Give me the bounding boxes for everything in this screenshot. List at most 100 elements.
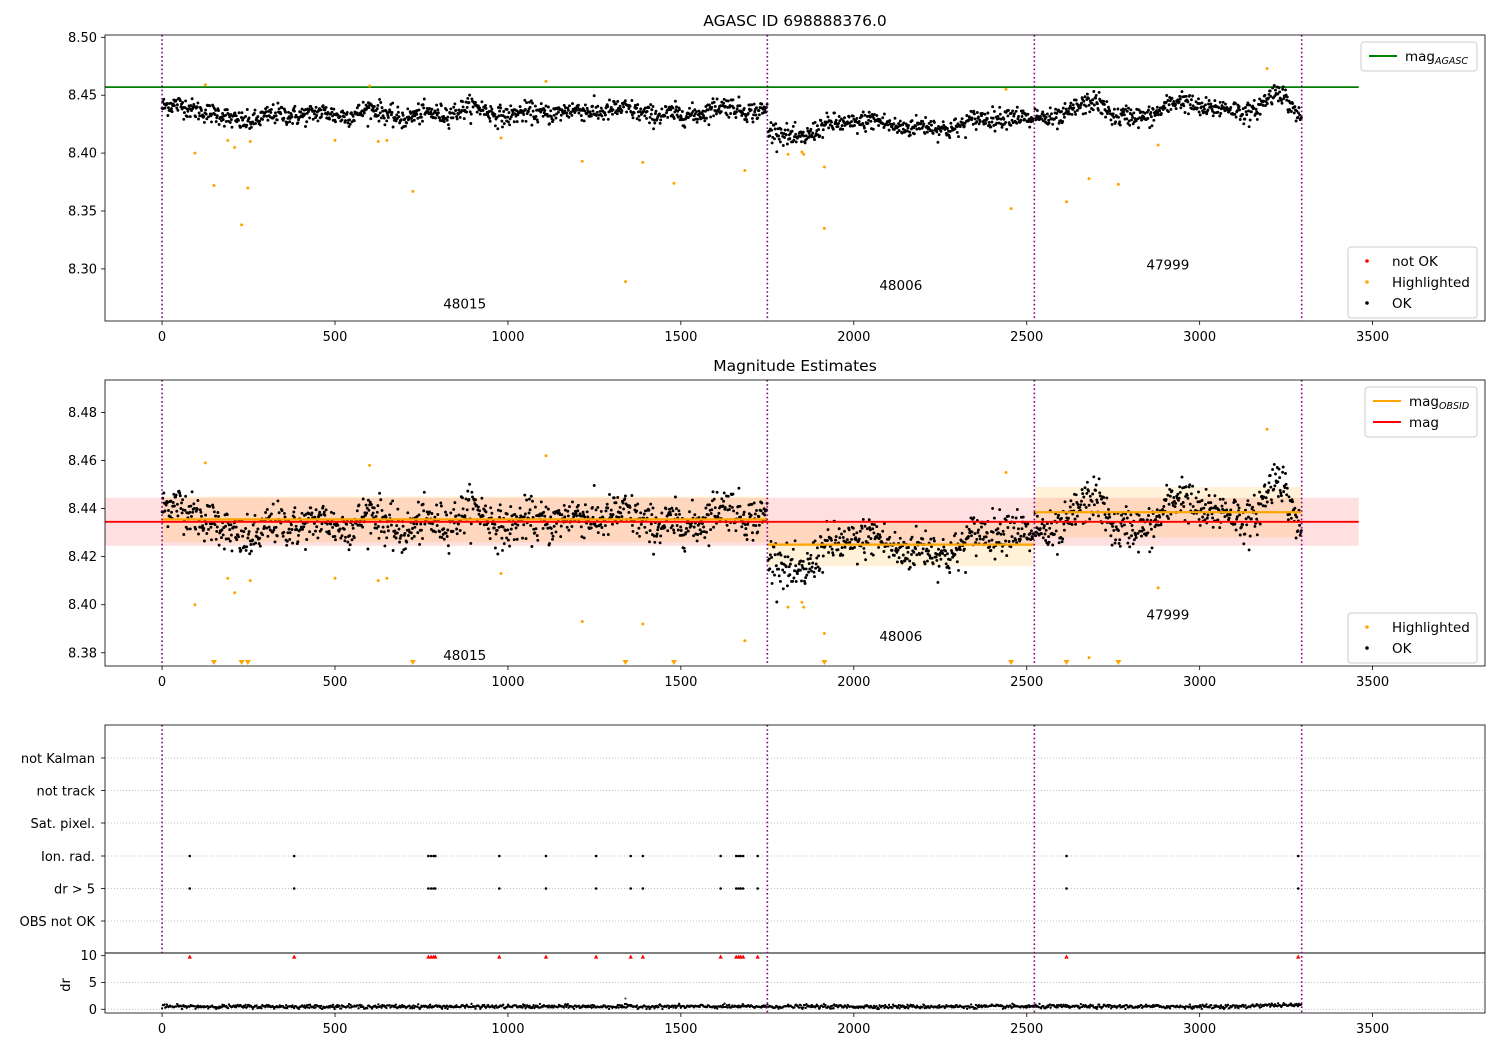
highlighted-point bbox=[822, 632, 826, 636]
ok-point bbox=[1047, 118, 1051, 122]
ok-point bbox=[852, 533, 856, 536]
ok-point bbox=[340, 534, 344, 538]
ok-point bbox=[862, 551, 866, 555]
ok-point bbox=[1282, 490, 1286, 494]
highlighted-point bbox=[1065, 200, 1069, 204]
ok-point bbox=[433, 515, 437, 519]
ok-point bbox=[509, 527, 513, 531]
ok-point bbox=[997, 121, 1001, 125]
ok-point bbox=[449, 107, 453, 111]
legend-label: Highlighted bbox=[1392, 275, 1470, 291]
ok-point bbox=[954, 532, 958, 536]
highlighted-point bbox=[822, 226, 826, 230]
ok-point bbox=[488, 531, 492, 535]
ok-point bbox=[315, 525, 319, 529]
ok-point bbox=[316, 119, 320, 123]
ok-point bbox=[868, 526, 872, 530]
ok-point bbox=[1141, 518, 1145, 522]
ok-point bbox=[659, 118, 663, 122]
ok-point bbox=[445, 513, 449, 517]
ok-point bbox=[498, 103, 502, 107]
ok-point bbox=[1139, 518, 1143, 521]
ok-point bbox=[843, 529, 846, 533]
ok-point bbox=[1112, 115, 1116, 119]
ok-point bbox=[948, 136, 952, 140]
ok-point bbox=[496, 552, 500, 556]
legend-label: OK bbox=[1392, 296, 1413, 312]
ok-point bbox=[1098, 491, 1102, 495]
ok-point bbox=[831, 553, 835, 557]
ok-point bbox=[544, 104, 548, 108]
ok-point bbox=[1182, 505, 1186, 508]
ok-point bbox=[1070, 523, 1074, 526]
ok-point bbox=[1268, 474, 1272, 477]
highlighted-point bbox=[624, 280, 628, 284]
ok-point bbox=[887, 555, 891, 559]
dr-point bbox=[777, 1007, 780, 1010]
dr-point bbox=[366, 1007, 369, 1010]
ok-point bbox=[945, 552, 949, 556]
ok-point bbox=[237, 118, 240, 122]
ok-point bbox=[1274, 472, 1277, 476]
ok-point bbox=[693, 108, 697, 112]
ok-point bbox=[585, 510, 589, 514]
highlighted-point bbox=[385, 576, 389, 580]
ok-point bbox=[1134, 536, 1138, 540]
ok-point bbox=[898, 119, 902, 123]
ok-point bbox=[1010, 118, 1014, 122]
ok-point bbox=[817, 128, 821, 131]
ok-point bbox=[265, 508, 269, 511]
ok-point bbox=[1209, 506, 1213, 510]
ok-point bbox=[372, 506, 376, 510]
ok-point bbox=[1134, 533, 1138, 537]
ok-point bbox=[1028, 549, 1032, 553]
highlighted-point bbox=[333, 576, 337, 580]
ok-point bbox=[738, 504, 742, 508]
ok-point bbox=[818, 567, 822, 571]
highlighted-point bbox=[212, 184, 216, 188]
ok-point bbox=[577, 111, 581, 115]
ok-point bbox=[1117, 115, 1120, 119]
ok-point bbox=[1237, 105, 1241, 108]
ok-point bbox=[915, 127, 919, 131]
ok-point bbox=[522, 113, 526, 116]
ok-point bbox=[1138, 529, 1142, 533]
ok-point bbox=[184, 99, 188, 103]
ok-point bbox=[454, 514, 458, 518]
ok-point bbox=[925, 547, 929, 551]
ok-point bbox=[1248, 503, 1252, 507]
ok-point bbox=[533, 505, 537, 509]
ok-point bbox=[1267, 488, 1270, 492]
ok-point bbox=[984, 121, 988, 125]
ok-point bbox=[875, 525, 879, 529]
ok-point bbox=[217, 514, 220, 518]
ok-point bbox=[954, 117, 958, 121]
ok-point bbox=[339, 536, 343, 540]
ok-point bbox=[878, 535, 882, 539]
ok-point bbox=[1235, 515, 1239, 519]
flag-point bbox=[188, 887, 192, 890]
ok-point bbox=[549, 515, 553, 519]
ok-point bbox=[762, 507, 766, 511]
ok-point bbox=[810, 569, 813, 573]
dr-point bbox=[347, 1005, 350, 1008]
dr-point bbox=[552, 1006, 555, 1009]
ok-point bbox=[1043, 532, 1047, 536]
ok-point bbox=[378, 111, 382, 115]
ok-point bbox=[220, 536, 223, 540]
ok-point bbox=[1044, 115, 1048, 119]
ok-point bbox=[379, 116, 383, 120]
ok-point bbox=[867, 110, 871, 114]
ok-point bbox=[715, 112, 718, 116]
ok-point bbox=[700, 522, 704, 525]
ok-point bbox=[416, 116, 420, 120]
ok-point bbox=[1026, 112, 1030, 116]
highlighted-point bbox=[800, 600, 804, 604]
ok-point bbox=[1097, 514, 1100, 518]
ok-point bbox=[773, 127, 777, 131]
ok-point bbox=[268, 514, 272, 518]
ok-point bbox=[692, 525, 696, 529]
ok-point bbox=[506, 538, 510, 542]
ok-point bbox=[1092, 503, 1096, 507]
ok-point bbox=[815, 556, 819, 560]
